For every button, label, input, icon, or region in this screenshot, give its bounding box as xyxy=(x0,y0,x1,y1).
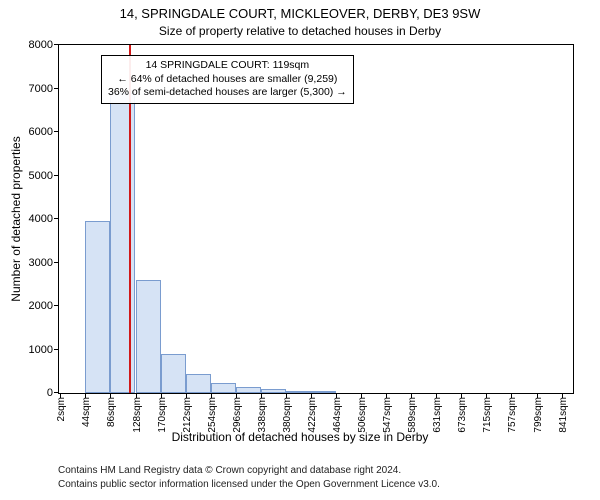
histogram-bar xyxy=(211,383,236,393)
histogram-bar xyxy=(136,280,161,393)
info-box: 14 SPRINGDALE COURT: 119sqm ← 64% of det… xyxy=(101,55,354,104)
y-tick-mark xyxy=(54,218,59,219)
chart-container: 14, SPRINGDALE COURT, MICKLEOVER, DERBY,… xyxy=(0,0,600,500)
y-tick-label: 7000 xyxy=(29,83,59,95)
x-tick-mark xyxy=(411,393,412,398)
x-tick-mark xyxy=(361,393,362,398)
x-tick-label: 128sqm xyxy=(132,393,143,433)
x-tick-label: 296sqm xyxy=(232,393,243,433)
x-tick-mark xyxy=(261,393,262,398)
x-tick-mark xyxy=(85,393,86,398)
info-line-3: 36% of semi-detached houses are larger (… xyxy=(108,86,347,100)
histogram-bar xyxy=(110,93,135,393)
x-tick-mark xyxy=(311,393,312,398)
chart-subtitle: Size of property relative to detached ho… xyxy=(0,24,600,38)
y-tick-mark xyxy=(54,305,59,306)
x-tick-label: 44sqm xyxy=(81,393,92,427)
x-tick-mark xyxy=(486,393,487,398)
y-tick-label: 2000 xyxy=(29,300,59,312)
x-tick-mark xyxy=(60,393,61,398)
x-tick-mark xyxy=(161,393,162,398)
x-tick-mark xyxy=(461,393,462,398)
y-tick-mark xyxy=(54,88,59,89)
x-tick-label: 841sqm xyxy=(558,393,569,433)
x-tick-label: 715sqm xyxy=(482,393,493,433)
y-tick-label: 8000 xyxy=(29,39,59,51)
x-tick-mark xyxy=(211,393,212,398)
x-tick-label: 212sqm xyxy=(182,393,193,433)
y-tick-mark xyxy=(54,349,59,350)
y-tick-mark xyxy=(54,262,59,263)
x-tick-label: 254sqm xyxy=(207,393,218,433)
x-tick-mark xyxy=(236,393,237,398)
x-tick-label: 757sqm xyxy=(507,393,518,433)
x-axis-label: Distribution of detached houses by size … xyxy=(0,430,600,444)
y-tick-label: 3000 xyxy=(29,257,59,269)
x-tick-mark xyxy=(511,393,512,398)
x-tick-mark xyxy=(537,393,538,398)
x-tick-label: 380sqm xyxy=(282,393,293,433)
x-tick-mark xyxy=(110,393,111,398)
x-tick-label: 338sqm xyxy=(257,393,268,433)
y-tick-mark xyxy=(54,175,59,176)
y-tick-mark xyxy=(54,131,59,132)
plot-area: 0100020003000400050006000700080002sqm44s… xyxy=(58,44,574,394)
x-tick-label: 170sqm xyxy=(157,393,168,433)
x-tick-label: 2sqm xyxy=(56,393,67,421)
x-tick-label: 422sqm xyxy=(307,393,318,433)
x-tick-mark xyxy=(436,393,437,398)
y-tick-label: 6000 xyxy=(29,126,59,138)
x-tick-mark xyxy=(386,393,387,398)
histogram-bar xyxy=(85,221,110,393)
x-tick-mark xyxy=(136,393,137,398)
x-tick-label: 589sqm xyxy=(407,393,418,433)
y-tick-label: 5000 xyxy=(29,170,59,182)
histogram-bar xyxy=(186,374,211,393)
y-axis-label: Number of detached properties xyxy=(8,44,24,394)
x-tick-mark xyxy=(286,393,287,398)
y-tick-label: 4000 xyxy=(29,213,59,225)
footer-copyright-2: Contains public sector information licen… xyxy=(58,479,440,490)
x-tick-label: 631sqm xyxy=(432,393,443,433)
x-tick-label: 86sqm xyxy=(106,393,117,427)
x-tick-label: 673sqm xyxy=(457,393,468,433)
x-tick-label: 799sqm xyxy=(533,393,544,433)
y-tick-mark xyxy=(54,44,59,45)
info-line-2: ← 64% of detached houses are smaller (9,… xyxy=(108,73,347,87)
x-tick-mark xyxy=(186,393,187,398)
x-tick-label: 506sqm xyxy=(357,393,368,433)
footer-copyright-1: Contains HM Land Registry data © Crown c… xyxy=(58,465,401,476)
x-tick-mark xyxy=(336,393,337,398)
x-tick-label: 464sqm xyxy=(332,393,343,433)
x-tick-mark xyxy=(562,393,563,398)
histogram-bar xyxy=(161,354,186,393)
chart-title: 14, SPRINGDALE COURT, MICKLEOVER, DERBY,… xyxy=(0,6,600,21)
y-tick-label: 1000 xyxy=(29,344,59,356)
info-line-1: 14 SPRINGDALE COURT: 119sqm xyxy=(108,59,347,73)
x-tick-label: 547sqm xyxy=(382,393,393,433)
